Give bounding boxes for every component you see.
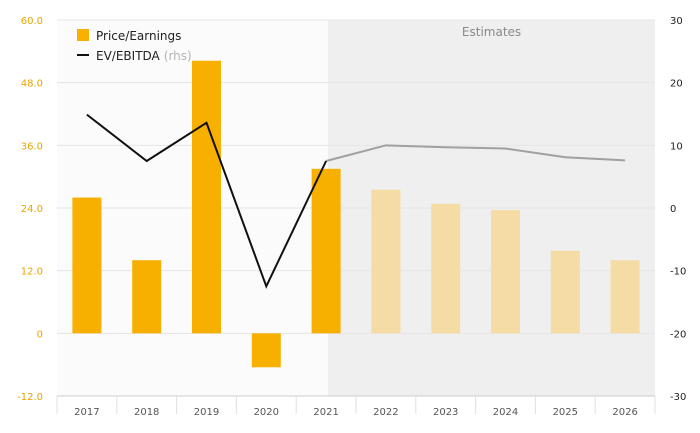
bar-series xyxy=(72,60,640,368)
y-left-tick-label: 0 xyxy=(37,329,43,340)
legend-line-suffix: (rhs) xyxy=(164,49,192,63)
legend-line-name: EV/EBITDA xyxy=(96,49,161,63)
x-tick-label: 2020 xyxy=(254,407,279,418)
x-tick-label: 2019 xyxy=(194,407,219,418)
bar-2020 xyxy=(251,333,281,368)
y-left-tick-label: 36.0 xyxy=(21,141,43,152)
legend-bar-swatch xyxy=(77,29,89,41)
y-right-tick-label: -10 xyxy=(670,267,686,278)
bar-2025 xyxy=(550,250,580,334)
y-right-tick-label: 0 xyxy=(670,204,676,215)
x-tick-label: 2026 xyxy=(612,407,637,418)
ev-ebitda-estimate-line xyxy=(325,144,626,162)
line-series xyxy=(86,113,626,289)
bar-2026 xyxy=(610,260,640,334)
legend: Price/Earnings EV/EBITDA (rhs) xyxy=(77,29,192,63)
x-tick-label: 2017 xyxy=(74,407,99,418)
y-left-tick-label: 48.0 xyxy=(21,79,43,90)
x-tick-label: 2018 xyxy=(134,407,159,418)
x-tick-label: 2023 xyxy=(433,407,458,418)
y-right-tick-label: 30 xyxy=(670,16,683,27)
bar-2022 xyxy=(371,189,401,334)
bar-2021 xyxy=(311,168,341,334)
bar-2023 xyxy=(431,203,461,334)
legend-bar-label: Price/Earnings xyxy=(96,29,181,43)
y-left-tick-label: -12.0 xyxy=(17,392,43,403)
ev-ebitda-actual-line xyxy=(86,113,328,289)
x-tick-label: 2022 xyxy=(373,407,398,418)
legend-line-label: EV/EBITDA (rhs) xyxy=(96,49,192,63)
x-tick-label: 2025 xyxy=(553,407,578,418)
y-left-tick-label: 24.0 xyxy=(21,204,43,215)
y-right-tick-label: 20 xyxy=(670,79,683,90)
y-right-tick-label: 10 xyxy=(670,141,683,152)
bar-2017 xyxy=(72,197,102,334)
y-left-tick-label: 60.0 xyxy=(21,16,43,27)
y-right-tick-label: -20 xyxy=(670,329,686,340)
y-right-tick-label: -30 xyxy=(670,392,686,403)
bar-2019 xyxy=(192,60,221,334)
x-tick-label: 2021 xyxy=(313,407,338,418)
axes: 60.0 48.0 36.0 24.0 12.0 0 -12.0 30 20 10 0 -10 -20 -… xyxy=(17,16,686,418)
bar-2024 xyxy=(491,210,520,334)
x-tick-label: 2024 xyxy=(493,407,518,418)
estimates-label: Estimates xyxy=(462,25,521,39)
bar-2018 xyxy=(132,260,162,334)
y-left-tick-label: 12.0 xyxy=(21,267,43,278)
